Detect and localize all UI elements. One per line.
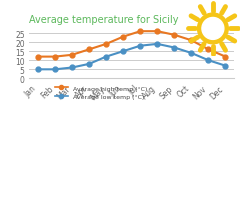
Circle shape — [202, 18, 224, 40]
Text: Average temperature for Sicily: Average temperature for Sicily — [29, 15, 179, 25]
Circle shape — [197, 14, 228, 45]
Legend: Average high temp (°C), Average low temp (°C): Average high temp (°C), Average low temp… — [53, 83, 149, 102]
